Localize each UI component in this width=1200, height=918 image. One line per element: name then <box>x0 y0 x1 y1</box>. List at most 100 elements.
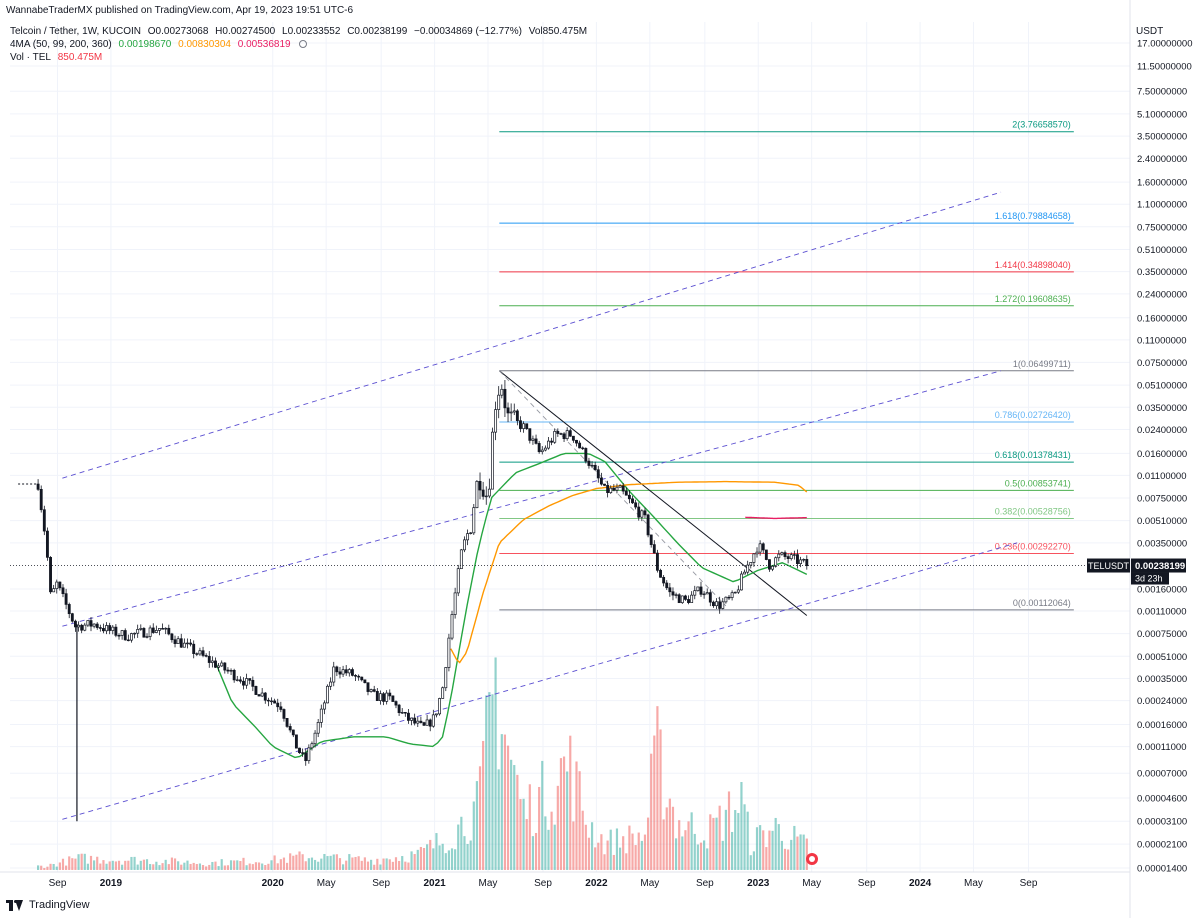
candle-body <box>391 695 395 702</box>
volume-bar <box>304 861 307 870</box>
volume-bar <box>519 799 522 870</box>
volume-bar <box>236 860 239 870</box>
price-tick-label: 0.05100000 <box>1137 381 1187 392</box>
candle <box>522 421 526 433</box>
candle <box>472 504 476 535</box>
volume-bar <box>506 745 510 870</box>
candle-body <box>154 630 158 633</box>
volume-bar <box>562 756 566 870</box>
candle-body <box>316 722 320 734</box>
candle-body <box>687 599 690 603</box>
volume-bar <box>802 834 805 870</box>
candle <box>136 624 140 638</box>
candle-body <box>627 494 631 500</box>
candle <box>173 635 177 648</box>
volume-bar <box>609 829 612 870</box>
candle <box>665 580 669 591</box>
candle <box>453 587 457 619</box>
candle-body <box>571 435 575 441</box>
candle-body <box>746 564 750 573</box>
volume-bar <box>248 863 251 870</box>
volume-bar <box>323 853 326 870</box>
ma-legend[interactable]: 4MA (50, 99, 200, 360) 0.00198670 0.0083… <box>10 39 311 50</box>
candle-body <box>478 481 482 491</box>
time-tick-label: 2024 <box>909 878 932 889</box>
volume-bar <box>102 860 105 870</box>
candle <box>251 676 255 692</box>
candle-body <box>500 388 504 396</box>
ma-label: 4MA (50, 99, 200, 360) <box>10 39 112 50</box>
volume-bar <box>550 811 553 870</box>
candle-body <box>783 552 787 557</box>
candle <box>326 684 329 704</box>
candle <box>487 478 491 499</box>
candle-body <box>170 633 174 641</box>
candle <box>531 435 535 445</box>
candle <box>52 584 56 593</box>
volume-bar <box>233 860 236 870</box>
candle-body <box>344 669 348 674</box>
candle <box>786 553 790 564</box>
candle <box>229 668 233 676</box>
volume-bar <box>646 817 650 870</box>
candle-body <box>531 438 535 441</box>
candle <box>179 633 183 648</box>
candle <box>242 677 245 690</box>
volume-bar <box>572 821 575 870</box>
candle <box>313 730 317 748</box>
candle-body <box>145 636 149 638</box>
volume-bar <box>370 859 373 870</box>
volume-bar <box>413 854 416 870</box>
candle <box>590 461 594 469</box>
candle-body <box>624 490 628 496</box>
candle-body <box>207 655 211 663</box>
candle-body <box>646 514 650 536</box>
symbol-legend: Telcoin / Tether, 1W, KUCOIN O0.00273068… <box>10 26 591 37</box>
candle-body <box>537 443 541 453</box>
candle <box>774 556 778 568</box>
volume-bar <box>581 810 584 870</box>
candle <box>407 708 410 724</box>
volume-bar <box>68 856 71 870</box>
candle-body <box>55 581 59 590</box>
ma-hidden-value-icon[interactable] <box>299 40 308 49</box>
candle <box>503 379 507 418</box>
volume-bar <box>139 860 142 870</box>
candle <box>568 428 572 437</box>
volume-bar <box>186 860 189 870</box>
volume-bar <box>531 836 535 870</box>
time-axis: 2019 Sep 2020 May Sep 2021 May Sep 2022 May Sep 202… <box>49 853 1038 889</box>
volume-bar <box>566 771 569 870</box>
volume-bar <box>547 829 550 870</box>
candle-body <box>456 568 460 594</box>
candle <box>133 632 137 639</box>
candle-body <box>95 623 99 628</box>
fib-level-label: 2(3.76658570) <box>1012 120 1071 130</box>
candle <box>556 428 560 437</box>
price-tick-label: 7.50000000 <box>1137 87 1187 98</box>
candle <box>512 403 516 416</box>
candle <box>543 445 547 452</box>
volume-bar <box>706 848 709 870</box>
candle <box>263 691 267 704</box>
price-tick-label: 0.00035000 <box>1137 674 1187 685</box>
volume-bar <box>261 863 264 870</box>
channel-line <box>62 370 1002 627</box>
tradingview-brand[interactable]: TradingView <box>6 899 90 911</box>
candle-body <box>64 593 68 605</box>
candle-body <box>220 662 224 667</box>
current-price-tag-bg <box>1131 558 1186 573</box>
price-tick-label: 0.00075000 <box>1137 629 1187 640</box>
candle <box>724 596 728 604</box>
candle <box>86 620 90 628</box>
fib-level-label: 1.618(0.79884658) <box>995 211 1071 221</box>
candle <box>668 582 672 597</box>
volume-bar <box>117 860 121 870</box>
candle <box>416 716 420 728</box>
ohlc-open: O0.00273068 <box>147 26 209 37</box>
candle <box>126 634 130 642</box>
time-tick-label: May <box>479 878 498 889</box>
chart-grid <box>0 0 1131 918</box>
candle-body <box>329 681 333 687</box>
